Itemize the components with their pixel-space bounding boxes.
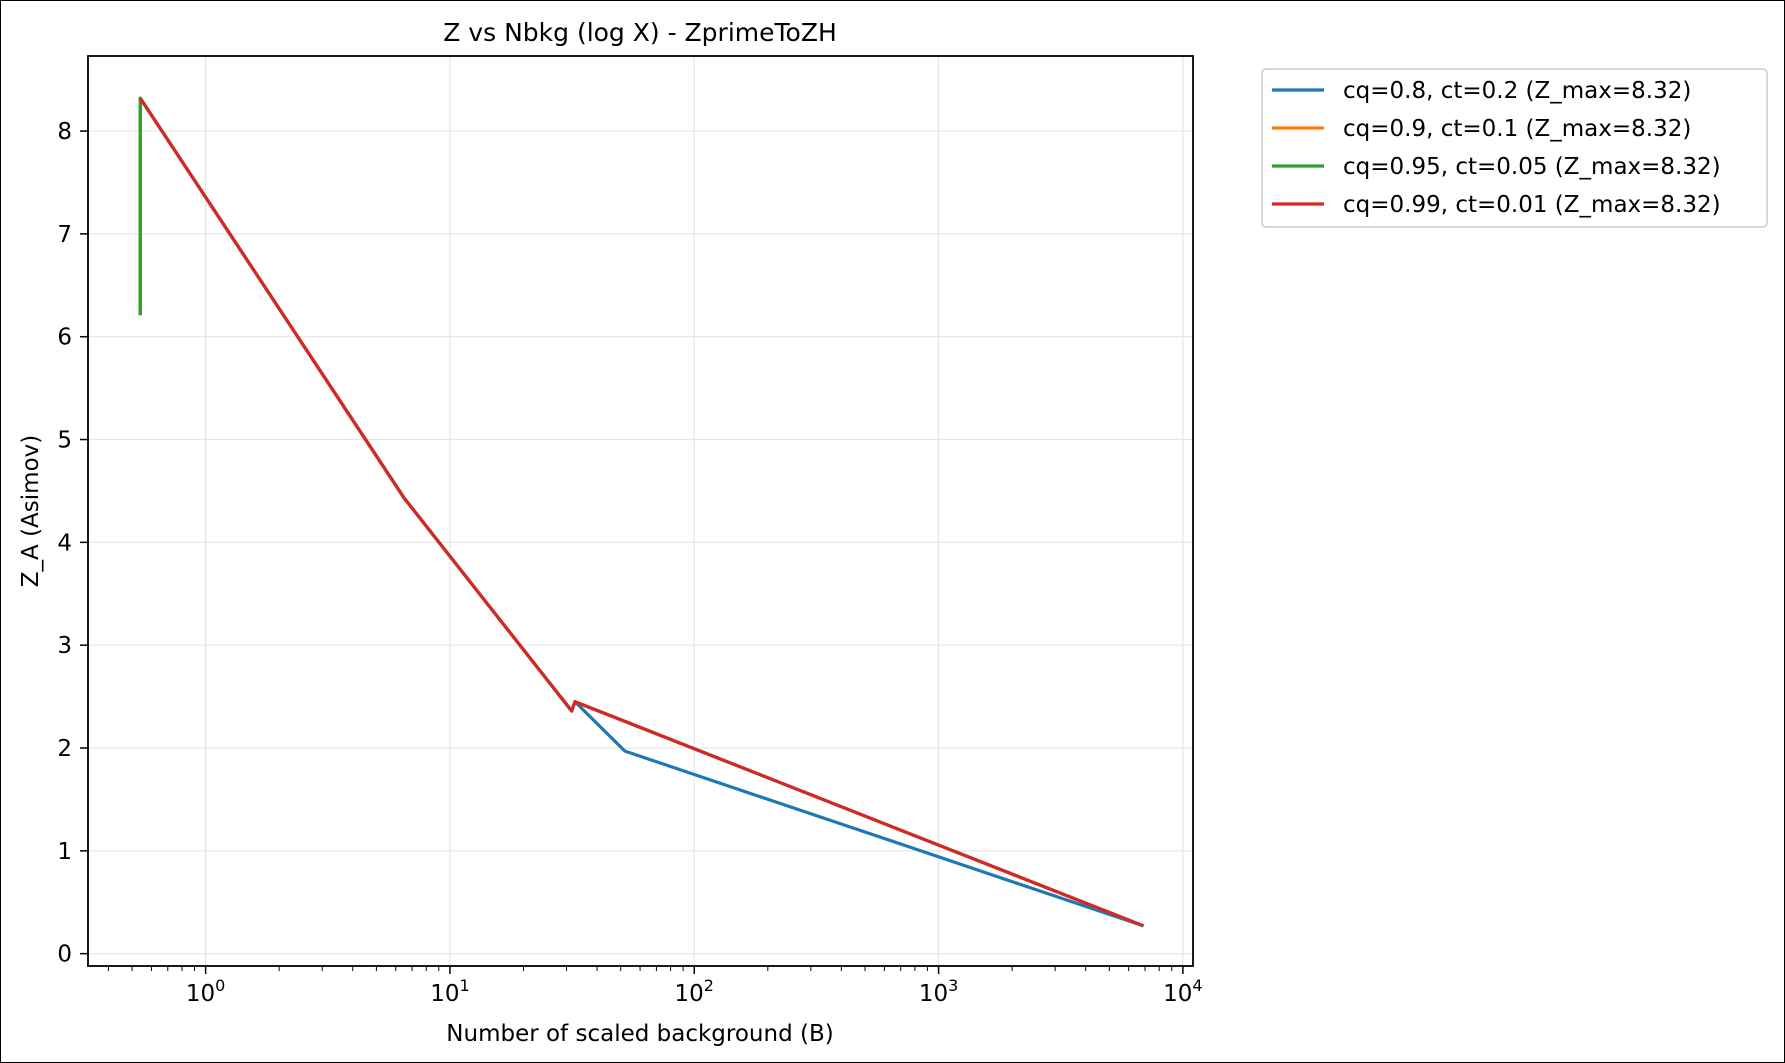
x-tick-label: 102 — [675, 976, 714, 1007]
x-axis-label: Number of scaled background (B) — [446, 1021, 833, 1047]
legend: cq=0.8, ct=0.2 (Z_max=8.32) cq=0.9, ct=0.… — [1261, 68, 1768, 228]
series-line-1 — [138, 96, 1145, 928]
y-axis-label: Z_A (Asimov) — [18, 435, 44, 587]
axis-ticks — [80, 130, 1184, 974]
x-tick-label: 101 — [430, 976, 469, 1007]
x-tick-labels: 100 101 102 103 104 — [186, 976, 1203, 1007]
legend-label-4: cq=0.99, ct=0.01 (Z_max=8.32) — [1343, 192, 1721, 218]
y-tick-label: 0 — [57, 942, 72, 968]
y-tick-label: 3 — [57, 633, 72, 659]
legend-label-1: cq=0.8, ct=0.2 (Z_max=8.32) — [1343, 78, 1691, 104]
plot-area-frame — [87, 55, 1194, 967]
y-tick-label: 2 — [57, 736, 72, 762]
grid-lines — [88, 56, 1193, 966]
x-tick-label: 103 — [919, 976, 958, 1007]
series-lines — [138, 96, 1145, 928]
x-tick-label: 100 — [186, 976, 225, 1007]
series-line-2 — [138, 96, 1145, 928]
series-line-4 — [138, 97, 1145, 928]
y-tick-label: 5 — [57, 428, 72, 454]
y-tick-labels: 0 1 2 3 4 5 6 7 8 — [57, 119, 72, 968]
legend-box — [1261, 68, 1768, 228]
y-tick-label: 4 — [57, 530, 72, 556]
legend-label-3: cq=0.95, ct=0.05 (Z_max=8.32) — [1343, 154, 1721, 180]
y-tick-label: 1 — [57, 839, 72, 865]
y-tick-label: 6 — [57, 325, 72, 351]
series-line-3 — [138, 96, 1145, 928]
x-tick-label: 104 — [1163, 976, 1202, 1007]
y-tick-label: 8 — [57, 119, 72, 145]
y-tick-label: 7 — [57, 222, 72, 248]
legend-label-2: cq=0.9, ct=0.1 (Z_max=8.32) — [1343, 116, 1691, 142]
chart-title: Z vs Nbkg (log X) - ZprimeToZH — [443, 18, 837, 47]
